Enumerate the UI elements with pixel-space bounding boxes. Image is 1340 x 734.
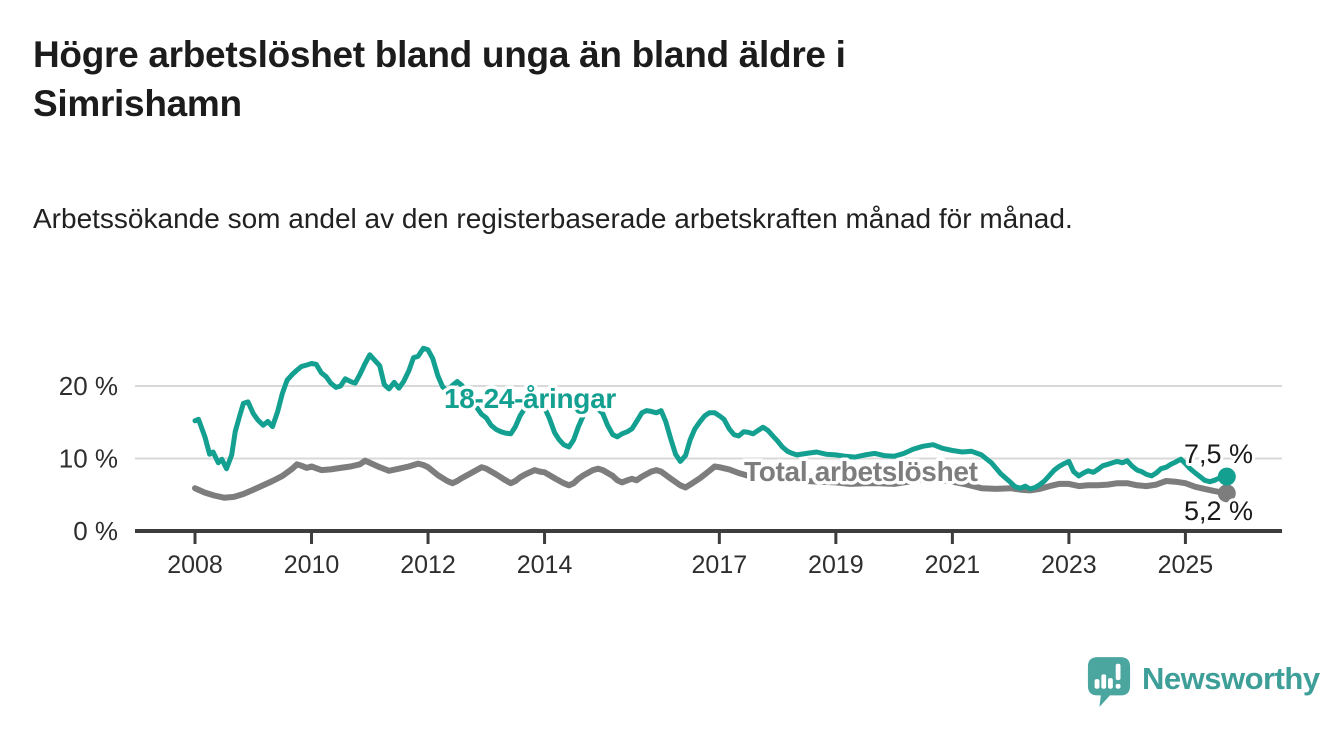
x-axis-tick-label: 2014 bbox=[517, 551, 573, 579]
newsworthy-icon bbox=[1086, 656, 1132, 713]
series-label-total: Total arbetslöshet bbox=[744, 456, 978, 487]
x-axis-tick-label: 2017 bbox=[692, 551, 748, 579]
newsworthy-logo: Newsworthy bbox=[1086, 656, 1320, 713]
series-label-youth: 18-24-åringar bbox=[444, 383, 616, 414]
y-axis-tick-label: 20 % bbox=[59, 371, 118, 401]
x-axis-tick-label: 2023 bbox=[1041, 551, 1097, 579]
newsworthy-wordmark: Newsworthy bbox=[1142, 661, 1320, 696]
line-chart-canvas: 0 % 10 % 20 % 2008 2010 2012 2014 2017 2019 2021 2… bbox=[59, 345, 1282, 579]
chart-title: Högre arbetslöshet bland unga än bland ä… bbox=[33, 34, 846, 124]
y-axis-tick-label: 0 % bbox=[73, 516, 118, 546]
x-axis-tick-label: 2019 bbox=[808, 551, 864, 579]
line-chart: 0 % 10 % 20 % 2008 2010 2012 2014 2017 2019 2021 2… bbox=[0, 320, 1340, 610]
x-axis-tick-label: 2025 bbox=[1158, 551, 1214, 579]
y-axis-tick-label: 10 % bbox=[59, 444, 118, 474]
x-axis-tick-label: 2008 bbox=[167, 551, 223, 579]
x-axis-tick-label: 2012 bbox=[400, 551, 456, 579]
end-value-label-youth: 7,5 % bbox=[1184, 439, 1253, 469]
x-axis-tick-label: 2010 bbox=[284, 551, 340, 579]
end-value-label-total: 5,2 % bbox=[1184, 496, 1253, 526]
series-line-youth bbox=[192, 345, 1230, 492]
series-endpoint-total bbox=[1217, 484, 1236, 503]
chart-subtitle: Arbetssökande som andel av den registerb… bbox=[33, 203, 1073, 234]
series-endpoint-youth bbox=[1217, 467, 1236, 486]
x-axis-tick-label: 2021 bbox=[925, 551, 981, 579]
